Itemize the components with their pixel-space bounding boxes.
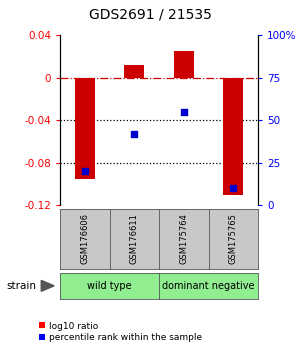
Bar	[75, 78, 95, 179]
Bar	[174, 51, 194, 78]
Text: GSM176611: GSM176611	[130, 213, 139, 264]
Point	[182, 109, 186, 115]
Text: GDS2691 / 21535: GDS2691 / 21535	[88, 7, 212, 21]
Text: strain: strain	[6, 281, 36, 291]
Text: dominant negative: dominant negative	[162, 281, 255, 291]
Bar	[224, 78, 243, 195]
Point	[132, 131, 137, 137]
Legend: log10 ratio, percentile rank within the sample: log10 ratio, percentile rank within the …	[34, 318, 206, 346]
Text: wild type: wild type	[87, 281, 132, 291]
Text: GSM175765: GSM175765	[229, 213, 238, 264]
Polygon shape	[41, 280, 54, 291]
Point	[82, 169, 87, 174]
Point	[231, 185, 236, 191]
Text: GSM176606: GSM176606	[80, 213, 89, 264]
Text: GSM175764: GSM175764	[179, 213, 188, 264]
Bar	[124, 65, 144, 78]
